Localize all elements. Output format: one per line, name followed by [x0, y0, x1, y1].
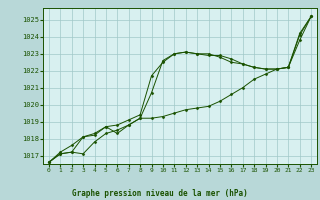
Text: Graphe pression niveau de la mer (hPa): Graphe pression niveau de la mer (hPa) — [72, 189, 248, 198]
